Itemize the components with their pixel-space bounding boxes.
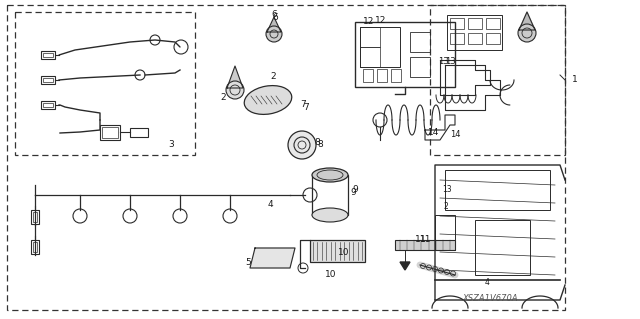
Bar — [312, 175, 348, 215]
Bar — [15, 12, 195, 155]
Bar — [43, 53, 53, 57]
Ellipse shape — [244, 85, 292, 115]
Bar — [7, 5, 565, 310]
Bar — [31, 240, 39, 254]
Bar — [363, 69, 373, 82]
Bar — [435, 215, 455, 250]
Text: 14: 14 — [428, 128, 440, 137]
Text: 10: 10 — [325, 270, 337, 279]
Bar — [33, 212, 37, 222]
Bar — [360, 27, 380, 47]
Bar — [410, 57, 430, 77]
Bar — [310, 240, 365, 262]
Bar — [360, 27, 400, 67]
Bar — [41, 101, 55, 109]
Bar — [445, 170, 550, 210]
Bar — [102, 127, 118, 138]
Bar — [355, 22, 455, 87]
Text: 8: 8 — [317, 140, 323, 149]
Text: 4: 4 — [268, 200, 274, 209]
Text: 7: 7 — [303, 103, 308, 112]
Bar — [450, 18, 464, 29]
Bar — [468, 18, 482, 29]
Bar — [430, 5, 565, 155]
Bar — [43, 78, 53, 82]
Ellipse shape — [312, 208, 348, 222]
Text: 13: 13 — [445, 57, 456, 66]
Polygon shape — [400, 262, 410, 270]
Text: 2: 2 — [270, 72, 276, 81]
Text: 7: 7 — [300, 100, 306, 109]
Bar — [41, 76, 55, 84]
Text: 13: 13 — [438, 57, 449, 66]
Text: 12: 12 — [363, 17, 374, 26]
Text: 8: 8 — [314, 138, 320, 147]
Bar — [395, 240, 455, 250]
Text: 9: 9 — [350, 188, 356, 197]
Text: 10: 10 — [338, 248, 349, 257]
Text: 14: 14 — [450, 130, 461, 139]
Text: 2: 2 — [444, 202, 449, 211]
Bar — [468, 33, 482, 44]
Bar — [360, 47, 380, 67]
Text: 4: 4 — [485, 278, 490, 287]
Text: 6: 6 — [272, 13, 278, 22]
Bar — [450, 33, 464, 44]
Text: 13: 13 — [442, 185, 452, 194]
Bar — [100, 125, 120, 140]
Bar — [377, 69, 387, 82]
Text: XSZA1V670A: XSZA1V670A — [462, 294, 518, 303]
Bar — [486, 18, 500, 29]
Bar — [447, 15, 502, 50]
Circle shape — [226, 81, 244, 99]
Circle shape — [266, 26, 282, 42]
Polygon shape — [250, 248, 295, 268]
Circle shape — [518, 24, 536, 42]
Text: 11: 11 — [420, 235, 431, 244]
Bar — [31, 210, 39, 224]
Text: 11: 11 — [415, 235, 426, 244]
Text: 12: 12 — [375, 16, 387, 25]
Text: 1: 1 — [572, 75, 578, 84]
Bar — [43, 103, 53, 107]
Bar — [475, 220, 530, 275]
Bar — [410, 32, 430, 52]
Text: 3: 3 — [168, 140, 173, 149]
Text: 5: 5 — [245, 258, 251, 267]
Text: 2: 2 — [220, 93, 226, 102]
Ellipse shape — [312, 168, 348, 182]
Text: 9: 9 — [352, 185, 358, 194]
Circle shape — [288, 131, 316, 159]
Bar — [33, 242, 37, 252]
Bar — [130, 128, 148, 137]
Bar — [486, 33, 500, 44]
Polygon shape — [227, 66, 243, 88]
Text: 6: 6 — [271, 10, 276, 19]
Bar — [41, 51, 55, 59]
Polygon shape — [519, 12, 535, 30]
Polygon shape — [267, 17, 281, 32]
Bar — [391, 69, 401, 82]
